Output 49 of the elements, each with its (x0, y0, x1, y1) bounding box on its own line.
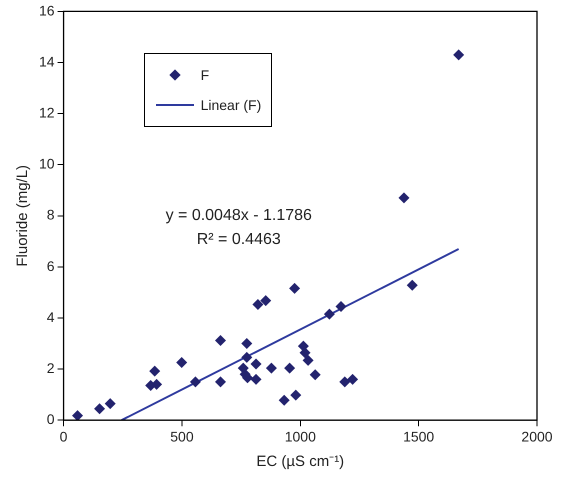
point (190, 376, 201, 388)
y-axis-title: Fluoride (mg/L) (14, 164, 32, 267)
point (300, 347, 311, 358)
y-tick-label: 4 (46, 308, 55, 325)
point (176, 356, 188, 368)
point (215, 334, 226, 346)
point (336, 301, 346, 312)
y-tick-label: 0 (46, 411, 55, 428)
y-tick-label: 6 (46, 258, 55, 274)
x-tick-label: 500 (170, 428, 194, 444)
point (406, 280, 418, 291)
point (453, 49, 464, 60)
point (266, 362, 277, 374)
point (302, 354, 314, 366)
x-tick-label: 2000 (521, 428, 553, 444)
y-tick-label: 16 (38, 2, 55, 18)
y-tick-label: 8 (46, 206, 55, 223)
annotation: R² = 0.4463 (196, 230, 281, 248)
annotation: y = 0.0048x - 1.1786 (166, 206, 312, 224)
point (260, 295, 272, 306)
x-tick-label: 0 (60, 428, 68, 444)
point (278, 394, 290, 406)
point (215, 376, 226, 388)
point (290, 390, 302, 401)
point (250, 374, 262, 385)
x-tick-label: 1500 (403, 428, 434, 444)
point (310, 369, 321, 380)
point (347, 374, 358, 385)
y-tick-label: 12 (38, 104, 55, 120)
point (252, 298, 264, 310)
x-axis-title: EC (µS cm⁻¹) (256, 453, 344, 470)
legend-label: Linear (F) (200, 97, 262, 114)
point (94, 403, 106, 414)
point (284, 362, 296, 374)
point (289, 282, 300, 294)
y-tick-label: 2 (46, 360, 55, 376)
y-tick-label: 10 (38, 156, 55, 172)
legend-label: F (200, 67, 210, 84)
point (339, 376, 350, 388)
point (324, 308, 335, 320)
point (241, 338, 252, 350)
point (72, 410, 84, 420)
point (104, 398, 116, 410)
point (250, 358, 262, 370)
x-tick-label: 1000 (284, 428, 316, 444)
point (398, 192, 410, 204)
y-tick-label: 14 (38, 53, 55, 70)
point (149, 366, 160, 377)
point (241, 352, 252, 363)
